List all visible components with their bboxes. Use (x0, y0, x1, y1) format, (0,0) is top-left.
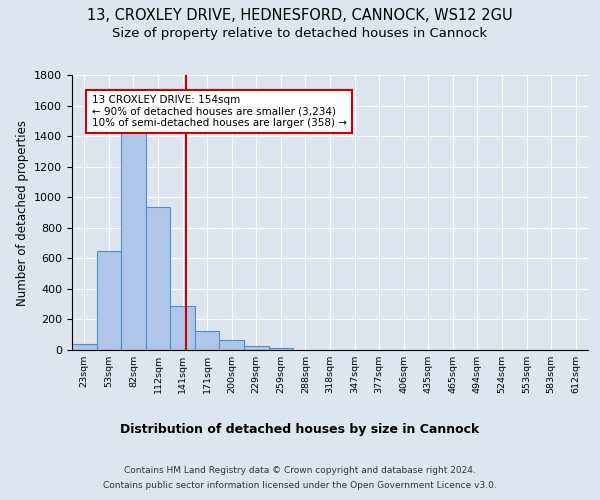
Bar (269, 348, 293, 350)
Text: Contains HM Land Registry data © Crown copyright and database right 2024.: Contains HM Land Registry data © Crown c… (124, 466, 476, 475)
Y-axis label: Number of detached properties: Number of detached properties (16, 120, 29, 306)
Text: 13 CROXLEY DRIVE: 154sqm
← 90% of detached houses are smaller (3,234)
10% of sem: 13 CROXLEY DRIVE: 154sqm ← 90% of detach… (92, 95, 347, 128)
Bar (195, 331, 220, 350)
Bar (170, 306, 195, 350)
Bar (72, 344, 97, 350)
Text: 13, CROXLEY DRIVE, HEDNESFORD, CANNOCK, WS12 2GU: 13, CROXLEY DRIVE, HEDNESFORD, CANNOCK, … (87, 8, 513, 22)
Bar (146, 207, 170, 350)
Bar (244, 346, 269, 350)
Text: Distribution of detached houses by size in Cannock: Distribution of detached houses by size … (121, 422, 479, 436)
Text: Size of property relative to detached houses in Cannock: Size of property relative to detached ho… (112, 28, 488, 40)
Bar (220, 340, 244, 350)
Bar (121, 126, 146, 350)
Bar (97, 250, 121, 350)
Text: Contains public sector information licensed under the Open Government Licence v3: Contains public sector information licen… (103, 481, 497, 490)
